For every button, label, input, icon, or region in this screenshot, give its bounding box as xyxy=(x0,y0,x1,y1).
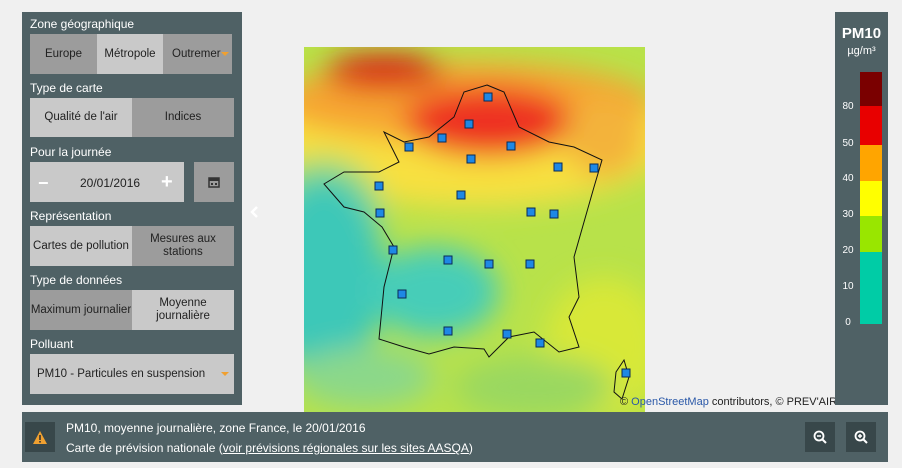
legend-title: PM10 xyxy=(841,25,882,42)
footer-text: Carte de prévision nationale ( xyxy=(66,441,223,455)
option-button[interactable]: Europe xyxy=(30,34,97,74)
legend-label: 80 xyxy=(842,101,854,112)
sidebar xyxy=(22,12,242,405)
zoom-in-icon xyxy=(854,430,868,444)
option-button[interactable]: Indices xyxy=(132,98,234,137)
footer-text: ) xyxy=(468,441,473,455)
zoom-out-icon xyxy=(813,430,827,444)
section-label: Représentation xyxy=(30,209,112,223)
pollution-map xyxy=(304,47,645,412)
footer-line: PM10, moyenne journalière, zone France, … xyxy=(66,421,366,435)
option-text: Outremer xyxy=(172,47,221,60)
legend-label: 10 xyxy=(842,281,854,292)
legend-label: 40 xyxy=(842,173,854,184)
collapse-button[interactable] xyxy=(246,202,264,222)
attribution-prefix: © xyxy=(620,396,632,408)
option-button[interactable]: Mesures aux stations xyxy=(132,226,234,266)
option-button[interactable]: Moyenne journalière xyxy=(132,290,234,330)
legend-label: 30 xyxy=(842,209,854,220)
attribution: © OpenStreetMap contributors, © PREV'AIR xyxy=(620,396,837,408)
section-label: Type de données xyxy=(30,273,123,287)
section-label: Polluant xyxy=(30,337,74,351)
legend-label: 0 xyxy=(845,317,851,328)
warning-button[interactable] xyxy=(25,422,55,452)
dropdown-caret xyxy=(221,52,229,60)
aasqa-link[interactable]: voir prévisions régionales sur les sites… xyxy=(222,441,469,455)
dropdown-caret xyxy=(221,372,229,380)
select-text: PM10 - Particules en suspension xyxy=(37,367,206,380)
prev-day-button[interactable]: − xyxy=(38,173,49,193)
attribution-suffix: contributors, © PREV'AIR xyxy=(708,396,838,408)
option-button[interactable]: Cartes de pollution xyxy=(30,226,132,266)
pollutant-select[interactable]: PM10 - Particules en suspension xyxy=(30,354,234,394)
legend-bar xyxy=(860,72,882,324)
legend-label: 20 xyxy=(842,245,854,256)
section-label: Pour la journée xyxy=(30,145,112,159)
zoom-out-button[interactable] xyxy=(805,422,835,452)
date-box xyxy=(30,162,184,202)
section-label: Type de carte xyxy=(30,81,103,95)
zoom-in-button[interactable] xyxy=(846,422,876,452)
option-button[interactable]: Métropole xyxy=(97,34,163,74)
legend-unit: µg/m³ xyxy=(847,45,876,57)
option-button[interactable]: Outremer xyxy=(163,34,232,74)
option-button[interactable]: Qualité de l'air xyxy=(30,98,132,137)
next-day-button[interactable]: + xyxy=(161,171,173,193)
legend-label: 50 xyxy=(842,138,854,149)
warning-icon xyxy=(33,430,47,444)
osm-link[interactable]: OpenStreetMap xyxy=(631,396,709,408)
date-text: 20/01/2016 xyxy=(80,176,141,190)
section-label: Zone géographique xyxy=(30,17,135,31)
footer-bar xyxy=(22,412,888,462)
footer-line: Carte de prévision nationale (voir prévi… xyxy=(66,441,473,455)
calendar-button[interactable] xyxy=(194,162,234,202)
option-button[interactable]: Maximum journalier xyxy=(30,290,132,330)
calendar-icon xyxy=(208,177,220,188)
